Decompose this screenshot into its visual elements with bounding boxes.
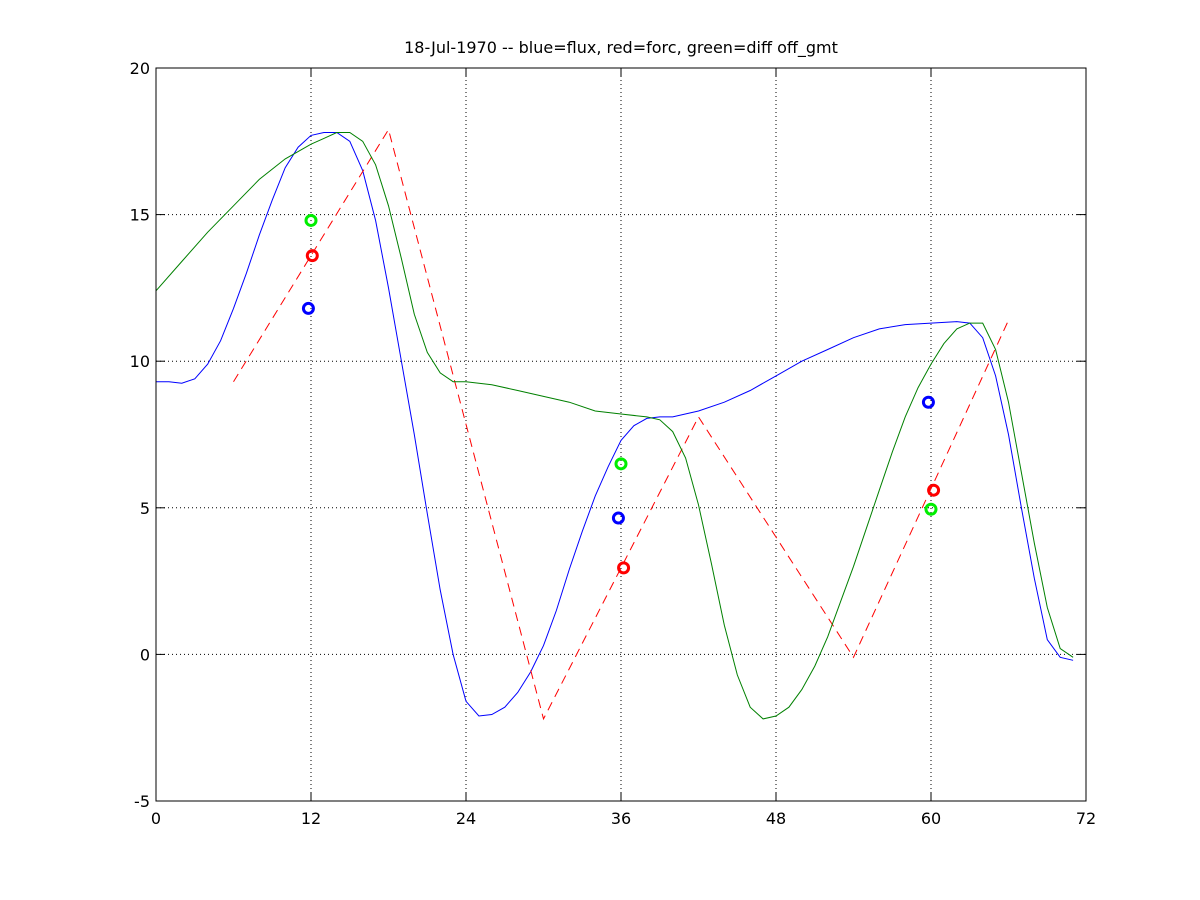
x-tick-label: 60 (921, 809, 941, 828)
data-series (155, 128, 1074, 721)
x-tick-label: 48 (766, 809, 786, 828)
data-marker (304, 213, 318, 227)
x-tick-label: 0 (151, 809, 161, 828)
data-marker (921, 395, 935, 409)
data-markers (301, 213, 941, 575)
x-tick-label: 36 (611, 809, 631, 828)
y-tick-label: 10 (130, 352, 150, 371)
data-marker (927, 483, 941, 497)
y-tick-label: -5 (134, 792, 150, 811)
chart-title: 18-Jul-1970 -- blue=flux, red=forc, gree… (404, 38, 838, 58)
x-tick-label: 24 (456, 809, 476, 828)
data-marker (614, 457, 628, 471)
data-marker (305, 249, 319, 263)
x-tick-label: 12 (301, 809, 321, 828)
data-marker (924, 502, 938, 516)
data-marker (301, 301, 315, 315)
y-tick-label: 0 (140, 645, 150, 664)
data-marker (617, 561, 631, 575)
flux-line (156, 132, 1074, 717)
x-tick-label: 72 (1076, 809, 1096, 828)
y-tick-label: 15 (130, 206, 150, 225)
y-tick-label: 5 (140, 499, 150, 518)
data-marker (611, 511, 625, 525)
forc-line (233, 128, 1009, 721)
grid-lines (156, 68, 1086, 801)
y-tick-label: 20 (130, 59, 150, 78)
diff-line (155, 132, 1074, 720)
